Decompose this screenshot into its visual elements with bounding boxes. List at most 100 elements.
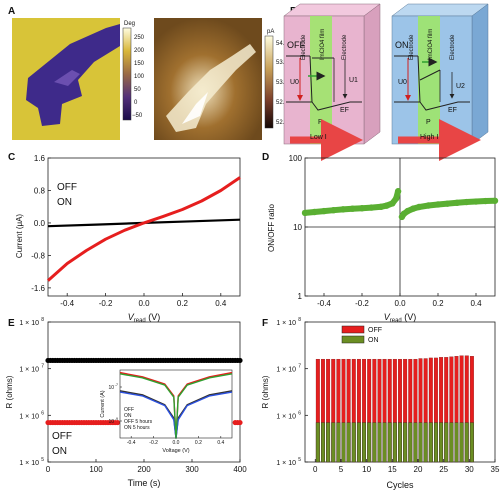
off-electrode-left-label: Electrode (301, 34, 307, 60)
current-tick: 52.0 (276, 120, 288, 126)
inset-y-tick-label: 10 (108, 419, 114, 425)
x-tick-label: 0.2 (432, 299, 444, 308)
on-electrode-left-label: Electrode (409, 34, 415, 60)
x-tick-label: 30 (465, 465, 474, 474)
on-u2-label: U2 (456, 83, 465, 90)
y-tick-label: -1.6 (31, 284, 45, 293)
y-tick-label: 1 × 10 (276, 367, 296, 374)
y-tick-exponent: 8 (41, 317, 44, 323)
bar-on (454, 422, 459, 463)
bar-on (387, 422, 392, 463)
current-tick: 54.0 (276, 41, 288, 47)
bar-on (459, 422, 464, 463)
y-tick-label: 1.6 (34, 154, 46, 163)
off-p-label: P (318, 119, 323, 126)
x-tick-label: -0.2 (99, 299, 113, 308)
on-state-label: ON (395, 40, 409, 50)
x-tick-label: 400 (233, 465, 247, 474)
y-tick-label: 0.0 (34, 219, 46, 228)
chart-c-xlabel: Vread (V) (128, 312, 161, 324)
y-tick-exponent: 6 (41, 410, 44, 416)
x-tick-label: 0.0 (394, 299, 406, 308)
bar-on (315, 422, 320, 463)
bar-on (418, 422, 423, 463)
y-tick-label: 1 × 10 (19, 367, 39, 374)
bar-on (469, 422, 474, 463)
panel-letter-e: E (8, 318, 15, 329)
off-ef-label: EF (340, 107, 349, 114)
on-film-layer (418, 16, 440, 144)
inset-x-tick-label: -0.4 (127, 440, 136, 446)
inset-y-tick-exponent: -7 (115, 383, 118, 387)
series-line-on (47, 176, 241, 282)
current-colorbar-unit: pA (267, 29, 274, 35)
on-electrode-right-label: Electrode (450, 34, 456, 60)
legend-off-swatch (341, 325, 365, 334)
inset-xlabel: Voltage (V) (162, 448, 189, 454)
bar-on (346, 422, 351, 463)
current-tick: 53.0 (276, 80, 288, 86)
y-tick-exponent: 5 (298, 457, 301, 463)
series-band-0 (302, 188, 402, 216)
inset-legend-off-5h: OFF 5 hours (124, 419, 153, 425)
x-tick-label: 20 (414, 465, 423, 474)
inset-legend: OFF ON OFF 5 hours ON 5 hours (124, 407, 153, 431)
x-tick-label: 200 (137, 465, 151, 474)
y-tick-exponent: 6 (298, 410, 301, 416)
chart-c-legend: OFF ON (57, 182, 77, 208)
chart-c: Current (μA) Vread (V) OFF ON -0.4 -0.2 0.… (15, 154, 241, 324)
data-point-on (115, 419, 121, 426)
x-tick-label: 100 (89, 465, 103, 474)
inset-legend-on: ON (124, 413, 132, 419)
legend-off: OFF (57, 182, 77, 193)
inset-y-tick-exponent: -9 (115, 417, 118, 421)
off-u0-label: U0 (290, 79, 299, 86)
y-tick-label: 1 × 10 (19, 413, 39, 420)
chart-f-legend: OFF ON (341, 325, 382, 344)
x-tick-label: 35 (491, 465, 500, 474)
panel-letter-c: C (8, 152, 15, 163)
y-tick-label: 100 (289, 154, 303, 163)
bar-on (367, 422, 372, 463)
bar-on (433, 422, 438, 463)
phase-tick: 0 (134, 100, 138, 106)
phase-tick: 200 (134, 48, 145, 54)
phase-image (12, 18, 120, 140)
chart-e-ylabel: R (ohms) (5, 375, 14, 408)
y-tick-exponent: 7 (298, 364, 301, 370)
x-tick-label: 5 (339, 465, 344, 474)
panel-letter-a: A (8, 6, 15, 17)
on-u0-label: U0 (398, 79, 407, 86)
bar-on (428, 422, 433, 463)
x-tick-label: 10 (362, 465, 371, 474)
current-tick: 52.5 (276, 100, 288, 106)
off-electrode-right-label: Electrode (342, 34, 348, 60)
bar-on (326, 422, 331, 463)
bar-on (351, 422, 356, 463)
inset-x-tick-label: 0.2 (195, 440, 202, 446)
legend-off: OFF (368, 327, 382, 334)
y-tick-label: 1 (298, 292, 303, 301)
phase-tick: 250 (134, 35, 145, 41)
current-colorbar: pA 54.0 53.5 53.0 52.5 52.0 (264, 29, 288, 129)
bar-on (403, 422, 408, 463)
x-tick-label: 0.2 (177, 299, 189, 308)
bar-on (331, 422, 336, 463)
y-tick-label: 1 × 10 (19, 460, 39, 467)
off-state-label: OFF (287, 40, 305, 50)
panel-letter-d: D (262, 152, 269, 163)
inset-y-tick-label: 10 (108, 385, 114, 391)
phase-tick: 100 (134, 74, 145, 80)
chart-f-xlabel: Cycles (386, 480, 414, 490)
on-film-label: ImClO4 film (428, 29, 434, 60)
phase-colorbar-unit: Deg (124, 21, 135, 27)
x-tick-label: 0.0 (138, 299, 150, 308)
legend-on: ON (368, 337, 379, 344)
phase-colorbar: Deg 250 200 150 100 50 0 −50 (122, 21, 145, 121)
panel-letter-f: F (262, 318, 268, 329)
chart-c-frame (47, 157, 241, 297)
x-tick-label: -0.4 (317, 299, 331, 308)
bar-on (398, 422, 402, 463)
off-u1-label: U1 (349, 77, 358, 84)
